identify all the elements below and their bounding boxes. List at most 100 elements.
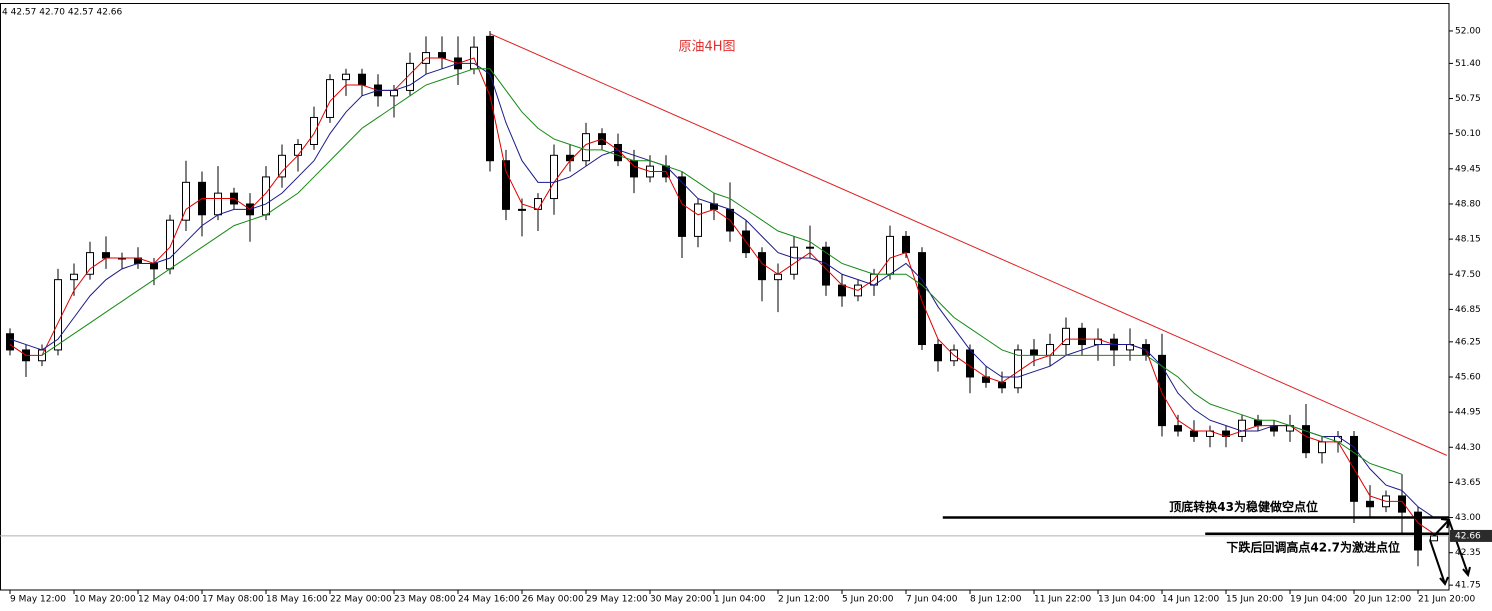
arrows: [1429, 518, 1471, 586]
candle-body: [166, 219, 174, 270]
candle-body: [838, 284, 846, 297]
candle-body: [1254, 419, 1262, 427]
candle-body: [1174, 425, 1182, 432]
x-tick-label: 20 Jun 12:00: [1354, 595, 1411, 605]
x-tick-label: 15 Jun 20:00: [1226, 595, 1283, 605]
arrow: [1448, 519, 1469, 575]
ma-line: [9, 62, 1435, 518]
x-tick-label: 10 May 20:00: [74, 595, 136, 605]
x-tick-label: 30 May 20:00: [650, 595, 712, 605]
candle-body: [1158, 354, 1166, 427]
candle-body: [86, 252, 94, 275]
candle-body: [342, 73, 350, 81]
x-tick-label: 22 May 00:00: [330, 595, 392, 605]
x-tick-label: 9 May 12:00: [10, 595, 66, 605]
arrow: [1429, 539, 1446, 585]
annotation: 顶底转换43为稳健做空点位: [1169, 499, 1318, 514]
y-tick-label: 43.65: [1455, 478, 1481, 488]
y-tick-label: 47.50: [1455, 270, 1481, 280]
y-tick-label: 46.85: [1455, 305, 1481, 315]
candle-body: [502, 160, 510, 210]
x-tick-label: 8 Jun 12:00: [970, 595, 1022, 605]
y-tick-label: 51.40: [1455, 59, 1481, 69]
candle-body: [1398, 495, 1406, 513]
candle-body: [1238, 419, 1246, 437]
x-tick-label: 1 Jun 04:00: [714, 595, 766, 605]
candle-body: [278, 154, 286, 178]
y-tick-label: 50.10: [1455, 129, 1481, 139]
y-tick-label: 50.75: [1455, 94, 1481, 104]
candle-body: [1030, 349, 1038, 356]
candle-body: [774, 273, 782, 281]
candle-body: [758, 252, 766, 281]
price-box: [1450, 529, 1492, 542]
candle-body: [150, 262, 158, 270]
candle-body: [406, 62, 414, 91]
candle-body: [1414, 511, 1422, 551]
candle-body: [1366, 500, 1374, 508]
candle-body: [70, 273, 78, 281]
y-tick-label: 44.95: [1455, 408, 1481, 418]
candle-body: [806, 246, 814, 249]
y-tick-label: 48.15: [1455, 235, 1481, 245]
candle-body: [534, 198, 542, 210]
candle-body: [582, 133, 590, 162]
plot-frame: [0, 3, 1450, 591]
candle-body: [486, 35, 494, 162]
price-label: 42.66: [1455, 531, 1481, 541]
candle-body: [102, 252, 110, 259]
candle-body: [550, 154, 558, 200]
candle-body: [918, 252, 926, 346]
y-tick-label: 46.25: [1455, 337, 1481, 347]
x-tick-label: 2 Jun 12:00: [778, 595, 830, 605]
x-tick-label: 13 Jun 04:00: [1098, 595, 1155, 605]
x-tick-label: 7 Jun 04:00: [906, 595, 958, 605]
candle-body: [678, 176, 686, 237]
candle-body: [886, 235, 894, 275]
x-tick-label: 17 May 08:00: [202, 595, 264, 605]
x-tick-label: 21 Jun 20:00: [1418, 595, 1475, 605]
chart-title: 原油4H图: [678, 40, 735, 55]
candle-body: [1078, 327, 1086, 346]
x-tick-label: 11 Jun 22:00: [1034, 595, 1091, 605]
candle-body: [614, 143, 622, 162]
x-tick-label: 14 Jun 12:00: [1162, 595, 1219, 605]
ma-line: [9, 57, 1435, 535]
ma-line: [41, 68, 1403, 475]
candle-body: [390, 89, 398, 97]
y-tick-label: 41.75: [1455, 581, 1481, 591]
y-tick-label: 45.60: [1455, 372, 1481, 382]
y-tick-label: 43.00: [1455, 513, 1481, 523]
candle-body: [966, 349, 974, 378]
candle-body: [294, 143, 302, 156]
candle-body: [518, 208, 526, 211]
candle-body: [1318, 441, 1326, 454]
arrow-head: [1439, 576, 1449, 586]
candle-body: [6, 333, 14, 351]
candle-body: [1062, 327, 1070, 346]
y-tick-label: 48.80: [1455, 199, 1481, 209]
candle-body: [326, 79, 334, 118]
candle-body: [1302, 425, 1310, 454]
candle-body: [358, 73, 366, 86]
x-tick-label: 29 May 12:00: [586, 595, 648, 605]
y-tick-label: 42.35: [1455, 548, 1481, 558]
arrow-head: [1462, 566, 1471, 578]
candle-body: [934, 344, 942, 362]
candle-body: [790, 246, 798, 275]
candle-body: [1046, 344, 1054, 356]
candle-body: [310, 116, 318, 145]
x-tick-label: 24 May 16:00: [458, 595, 520, 605]
candle-body: [1430, 535, 1438, 542]
x-tick-label: 12 May 04:00: [138, 595, 200, 605]
candle-body: [694, 203, 702, 237]
candle-body: [214, 192, 222, 216]
annotation: 下跌后回调高点42.7为激进点位: [1226, 539, 1400, 554]
x-tick-label: 19 Jun 04:00: [1290, 595, 1347, 605]
candle-body: [1190, 430, 1198, 437]
x-tick-label: 23 May 08:00: [394, 595, 456, 605]
candle-body: [902, 235, 910, 254]
x-tick-label: 26 May 00:00: [522, 595, 584, 605]
